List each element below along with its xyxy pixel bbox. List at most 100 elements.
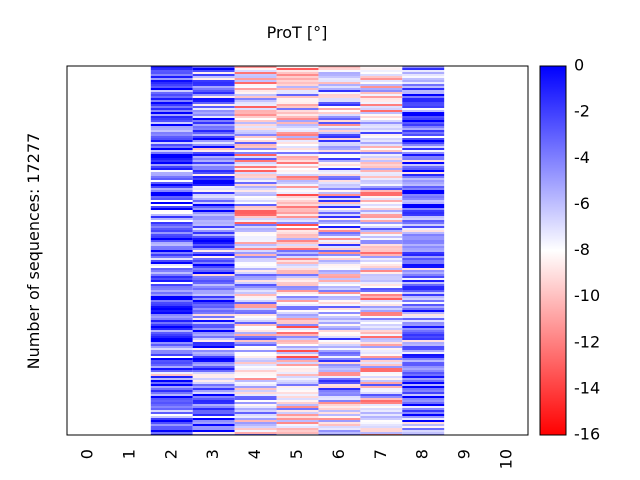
heatmap-cell: [276, 420, 319, 422]
heatmap-cell: [360, 282, 403, 284]
heatmap-cell: [234, 356, 277, 358]
heatmap-cell: [150, 354, 193, 356]
heatmap-cell: [192, 376, 235, 378]
heatmap-cell: [192, 368, 235, 370]
heatmap-cell: [402, 124, 445, 126]
heatmap-cell: [192, 196, 235, 198]
heatmap-cell: [402, 70, 445, 72]
heatmap-cell: [318, 296, 361, 298]
heatmap-cell: [150, 304, 193, 306]
heatmap-cell: [360, 382, 403, 384]
heatmap-cell: [360, 390, 403, 392]
heatmap-cell: [276, 258, 319, 260]
heatmap-cell: [318, 412, 361, 414]
heatmap-cell: [318, 280, 361, 282]
heatmap-cell: [234, 322, 277, 324]
heatmap-cell: [276, 424, 319, 426]
heatmap-cell: [150, 426, 193, 428]
heatmap-cell: [150, 212, 193, 214]
heatmap-cell: [318, 138, 361, 140]
heatmap-cell: [402, 346, 445, 348]
heatmap-cell: [276, 86, 319, 88]
x-tick-label: 6: [329, 449, 348, 459]
heatmap-cell: [360, 120, 403, 122]
heatmap-cell: [402, 196, 445, 198]
heatmap-cell: [150, 404, 193, 406]
heatmap-cell: [234, 408, 277, 410]
heatmap-cell: [150, 390, 193, 392]
heatmap-cell: [318, 146, 361, 148]
heatmap-cell: [402, 188, 445, 190]
heatmap-cell: [360, 148, 403, 150]
heatmap-cell: [360, 354, 403, 356]
heatmap-cell: [150, 306, 193, 308]
heatmap-cell: [276, 170, 319, 172]
heatmap-cell: [402, 404, 445, 406]
heatmap-cell: [192, 240, 235, 242]
heatmap-cell: [276, 218, 319, 220]
heatmap-cell: [192, 164, 235, 166]
heatmap-cell: [234, 224, 277, 226]
heatmap-cell: [150, 226, 193, 228]
heatmap-cell: [276, 70, 319, 72]
heatmap-cell: [402, 352, 445, 354]
heatmap-cell: [192, 374, 235, 376]
heatmap-cell: [150, 384, 193, 386]
heatmap-cell: [192, 202, 235, 204]
heatmap-cell: [402, 380, 445, 382]
heatmap-cell: [276, 262, 319, 264]
heatmap-cell: [360, 82, 403, 84]
heatmap-cell: [402, 220, 445, 222]
heatmap-cell: [150, 118, 193, 120]
heatmap-cell: [192, 296, 235, 298]
heatmap-cell: [234, 120, 277, 122]
heatmap-cell: [192, 214, 235, 216]
heatmap-cell: [150, 238, 193, 240]
heatmap-cell: [276, 72, 319, 74]
heatmap-cell: [360, 154, 403, 156]
heatmap-cell: [402, 334, 445, 336]
heatmap-cell: [234, 68, 277, 70]
heatmap-cell: [234, 350, 277, 352]
heatmap-cell: [276, 112, 319, 114]
heatmap-cell: [150, 432, 193, 434]
heatmap-cell: [192, 66, 235, 68]
heatmap-cell: [234, 326, 277, 328]
heatmap-cell: [360, 416, 403, 418]
heatmap-cell: [402, 94, 445, 96]
heatmap-cell: [150, 216, 193, 218]
heatmap-cell: [402, 104, 445, 106]
heatmap-cell: [150, 410, 193, 412]
heatmap-cell: [234, 94, 277, 96]
heatmap-cell: [150, 234, 193, 236]
heatmap-cell: [402, 354, 445, 356]
heatmap-cell: [360, 74, 403, 76]
heatmap-cell: [192, 256, 235, 258]
heatmap-cell: [360, 176, 403, 178]
heatmap-cell: [234, 394, 277, 396]
heatmap-cell: [360, 268, 403, 270]
heatmap-cell: [150, 74, 193, 76]
heatmap-cell: [276, 366, 319, 368]
heatmap-cell: [276, 246, 319, 248]
heatmap-cell: [276, 126, 319, 128]
heatmap-cell: [192, 426, 235, 428]
heatmap-cell: [318, 66, 361, 68]
heatmap-cell: [234, 184, 277, 186]
heatmap-cell: [276, 404, 319, 406]
heatmap-cell: [402, 356, 445, 358]
heatmap-cell: [234, 204, 277, 206]
heatmap-cell: [402, 378, 445, 380]
heatmap-cell: [276, 244, 319, 246]
heatmap-cell: [402, 206, 445, 208]
heatmap-cell: [150, 186, 193, 188]
heatmap-cell: [192, 184, 235, 186]
heatmap-cell: [234, 100, 277, 102]
heatmap-cell: [360, 186, 403, 188]
heatmap-cell: [234, 402, 277, 404]
heatmap-cell: [234, 270, 277, 272]
heatmap-cell: [192, 266, 235, 268]
heatmap-cell: [360, 98, 403, 100]
heatmap-cell: [276, 368, 319, 370]
colorbar-tick-label: -6: [574, 194, 590, 213]
